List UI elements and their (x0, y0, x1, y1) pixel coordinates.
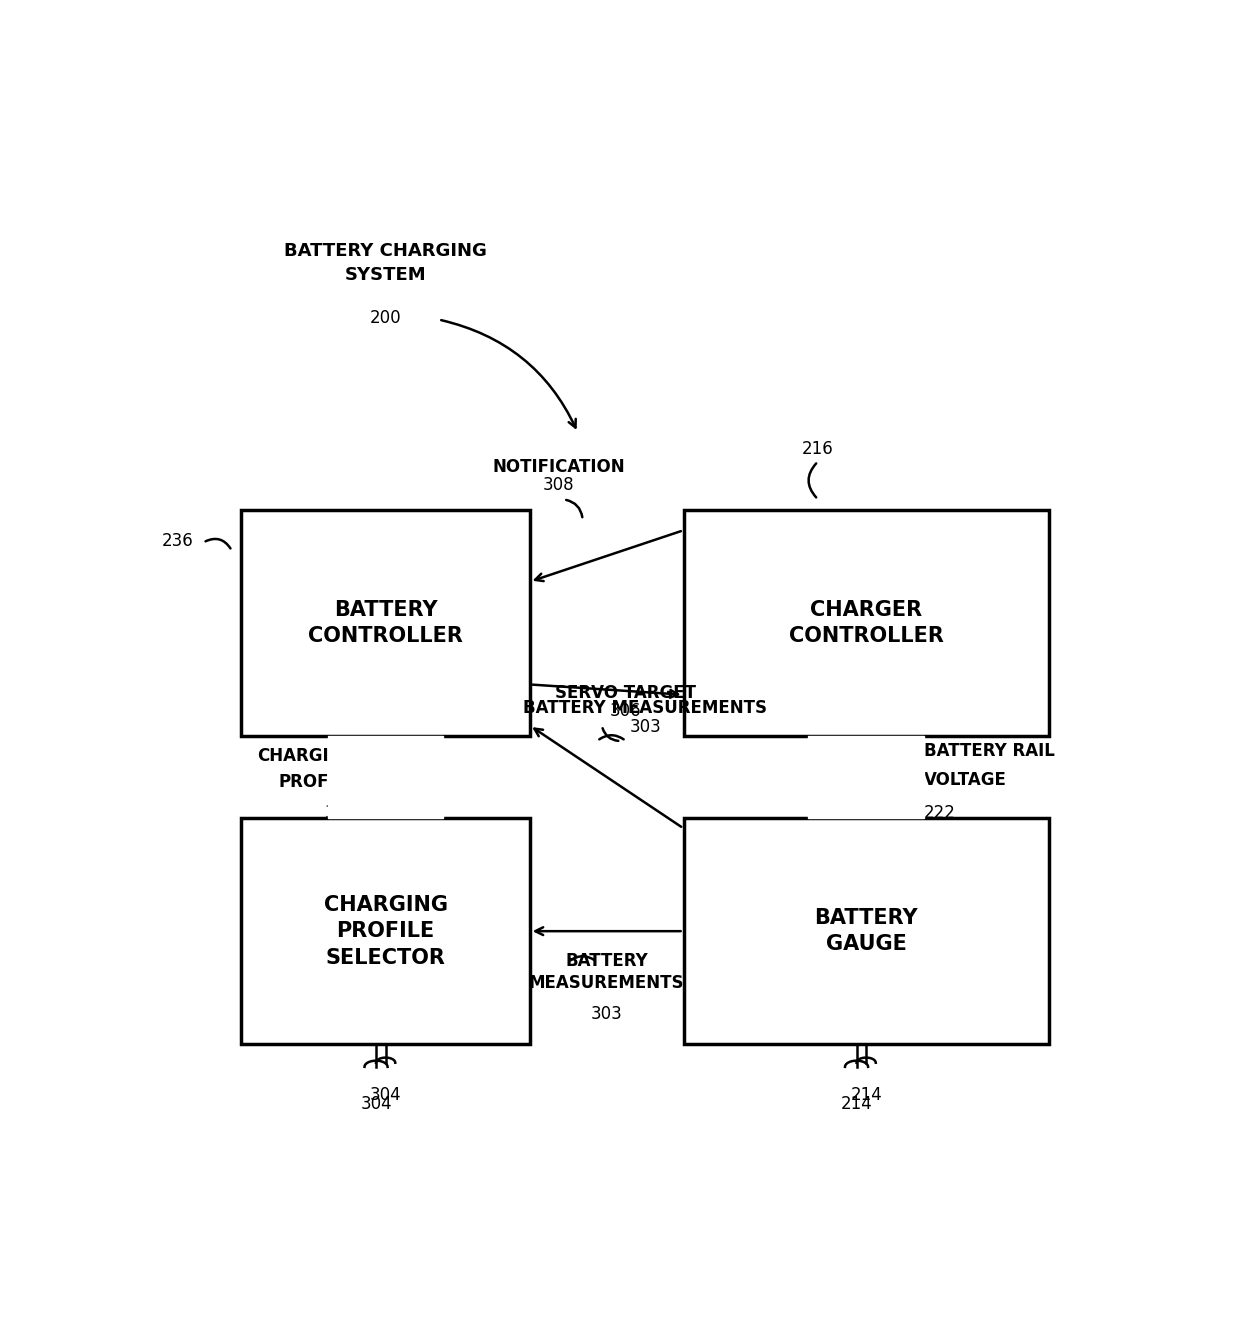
Text: 306: 306 (610, 702, 642, 721)
Text: 302: 302 (325, 804, 357, 822)
Text: 308: 308 (543, 477, 574, 494)
Bar (242, 510, 529, 736)
Text: VOLTAGE: VOLTAGE (924, 772, 1007, 789)
Text: CHARGING: CHARGING (258, 748, 357, 765)
Bar (327, 736, 444, 818)
Text: NOTIFICATION: NOTIFICATION (492, 458, 625, 475)
Text: BATTERY
CONTROLLER: BATTERY CONTROLLER (309, 599, 463, 646)
Bar (683, 510, 1049, 736)
Bar (242, 818, 529, 1044)
Text: 236: 236 (161, 531, 193, 550)
Text: SERVO TARGET: SERVO TARGET (556, 684, 697, 702)
Text: 303: 303 (629, 718, 661, 736)
Text: BATTERY RAIL: BATTERY RAIL (924, 742, 1055, 760)
Text: CHARGING
PROFILE
SELECTOR: CHARGING PROFILE SELECTOR (324, 894, 448, 968)
Bar (683, 818, 1049, 1044)
Text: BATTERY MEASUREMENTS: BATTERY MEASUREMENTS (523, 700, 768, 717)
Text: 214: 214 (851, 1087, 882, 1104)
Text: 214: 214 (841, 1095, 873, 1112)
Text: PROFILE: PROFILE (278, 773, 357, 792)
Text: BATTERY
GAUGE: BATTERY GAUGE (815, 908, 918, 955)
Text: CHARGER
CONTROLLER: CHARGER CONTROLLER (789, 599, 944, 646)
Text: 216: 216 (802, 441, 835, 458)
Text: BATTERY
MEASUREMENTS: BATTERY MEASUREMENTS (529, 952, 684, 992)
Text: 222: 222 (924, 804, 956, 822)
Text: 303: 303 (590, 1005, 622, 1023)
Text: 214: 214 (841, 786, 873, 804)
Text: 304: 304 (360, 1095, 392, 1112)
Text: 236: 236 (360, 786, 392, 804)
Text: BATTERY CHARGING
SYSTEM: BATTERY CHARGING SYSTEM (284, 243, 487, 284)
Bar (808, 736, 924, 818)
Text: 304: 304 (370, 1087, 402, 1104)
Text: 200: 200 (370, 310, 402, 327)
